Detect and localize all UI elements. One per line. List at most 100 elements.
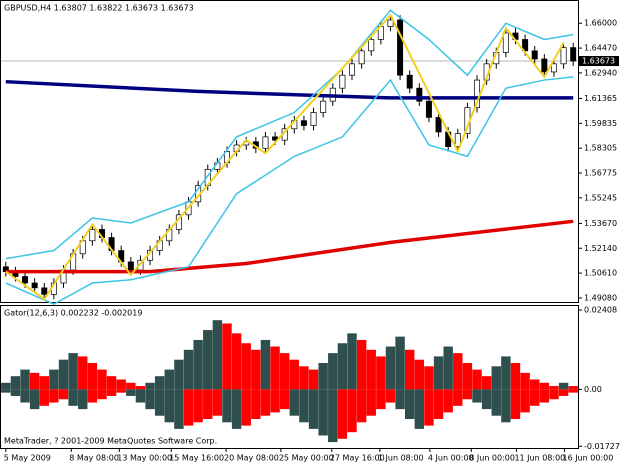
gator-bar	[337, 389, 348, 439]
gator-bar	[289, 359, 300, 390]
gator-bar	[549, 386, 559, 390]
gator-bar	[260, 339, 271, 390]
gator-bar	[385, 389, 396, 403]
candle-body	[262, 136, 269, 149]
gator-bar	[472, 369, 482, 390]
gator-bar	[29, 389, 40, 410]
gator-bar	[145, 382, 155, 390]
gator-bar	[251, 349, 261, 390]
indicator-line	[5, 9, 574, 260]
gator-bar	[395, 389, 405, 410]
y-tick-label: 1.50610	[584, 269, 617, 278]
gator-bar	[366, 389, 376, 416]
x-tick-label: 25 May 00:00	[279, 454, 334, 463]
gator-bar	[116, 379, 126, 390]
gator-bar	[97, 389, 107, 400]
copyright: MetaTrader, ? 2001-2009 MetaQuotes Softw…	[4, 437, 217, 446]
gator-bar	[49, 389, 59, 403]
y-tick-label: 1.61365	[584, 94, 617, 103]
candle-body	[570, 47, 577, 62]
gator-bar	[337, 343, 348, 390]
gator-bar	[10, 389, 21, 396]
gator-bar	[106, 376, 117, 390]
gator-bar	[299, 366, 309, 390]
gator-bar	[414, 359, 425, 390]
y-tick-label: 1.58305	[584, 144, 617, 153]
gator-bar	[241, 389, 251, 426]
gator-bar	[481, 389, 492, 410]
gator-bar	[376, 389, 386, 410]
candle-body	[406, 74, 413, 89]
gator-bar	[356, 389, 367, 423]
candle-body	[358, 50, 365, 65]
gator-bar	[347, 333, 357, 390]
gator-bar	[49, 369, 59, 390]
y-tick-label: -0.01727	[584, 442, 620, 451]
gator-bar	[270, 389, 280, 413]
gator-bar	[385, 346, 396, 390]
gator-bar	[558, 389, 569, 396]
indicator-line	[5, 13, 565, 301]
gator-bar	[193, 389, 203, 423]
gator-bar	[279, 389, 290, 410]
y-tick-label: 1.62940	[584, 68, 617, 77]
gator-bar	[433, 356, 444, 390]
candle-body	[320, 100, 327, 113]
gator-bar	[414, 389, 425, 429]
gator-bar	[404, 389, 415, 420]
gator-bar	[241, 343, 251, 390]
gator-bar	[164, 389, 175, 423]
y-tick-label: 1.49080	[584, 293, 617, 302]
gator-bar	[462, 389, 473, 400]
y-tick-label: 1.64470	[584, 44, 617, 53]
gator-bar	[318, 362, 328, 390]
indicator-line	[5, 79, 574, 100]
y-tick-label: 1.59835	[584, 119, 617, 128]
gator-bar	[491, 389, 501, 416]
gator-bar	[29, 372, 40, 390]
y-tick-label: 1.53670	[584, 219, 617, 228]
gator-bar	[433, 389, 444, 420]
gator-bar	[510, 362, 521, 390]
gator-bar	[539, 382, 550, 390]
candle-body	[349, 63, 356, 76]
y-tick-label: 1.52140	[584, 244, 617, 253]
gator-bar	[222, 323, 232, 390]
candle-body	[502, 32, 509, 53]
last-price-label: 1.63673	[582, 57, 615, 66]
gator-bar	[472, 389, 482, 403]
candle-body	[454, 133, 461, 147]
gator-bar	[97, 369, 107, 390]
candle-body	[397, 19, 404, 76]
gator-bar	[568, 389, 578, 393]
candle-body	[368, 39, 375, 52]
candle-body	[41, 287, 48, 295]
gator-bar	[222, 389, 232, 423]
y-tick-label: 0.02408	[584, 306, 617, 315]
gator-bar	[404, 349, 415, 390]
y-tick-label: 1.66000	[584, 19, 617, 28]
gator-bar	[328, 389, 338, 443]
x-tick-label: 8 Jun 00:00	[469, 454, 515, 463]
gator-bar	[308, 369, 319, 390]
x-tick-label: 11 Jun 08:00	[514, 454, 565, 463]
candle-body	[560, 47, 567, 65]
candle-body	[416, 87, 423, 102]
gator-bar	[116, 389, 126, 393]
gator-bar	[68, 389, 78, 406]
gator-bar	[135, 386, 146, 390]
last-price-box	[579, 56, 619, 67]
candle-body	[550, 63, 557, 73]
gator-bar	[376, 356, 386, 390]
x-tick-label: 15 May 16:00	[169, 454, 224, 463]
candle-body	[31, 282, 38, 289]
candle-body	[522, 39, 529, 52]
candle-body	[425, 100, 432, 118]
gator-bar	[530, 389, 540, 406]
gator-bar	[558, 382, 569, 390]
gator-bar	[501, 356, 511, 390]
gator-bar	[356, 339, 367, 390]
gator-bar	[183, 389, 194, 426]
candle-body	[339, 74, 346, 89]
